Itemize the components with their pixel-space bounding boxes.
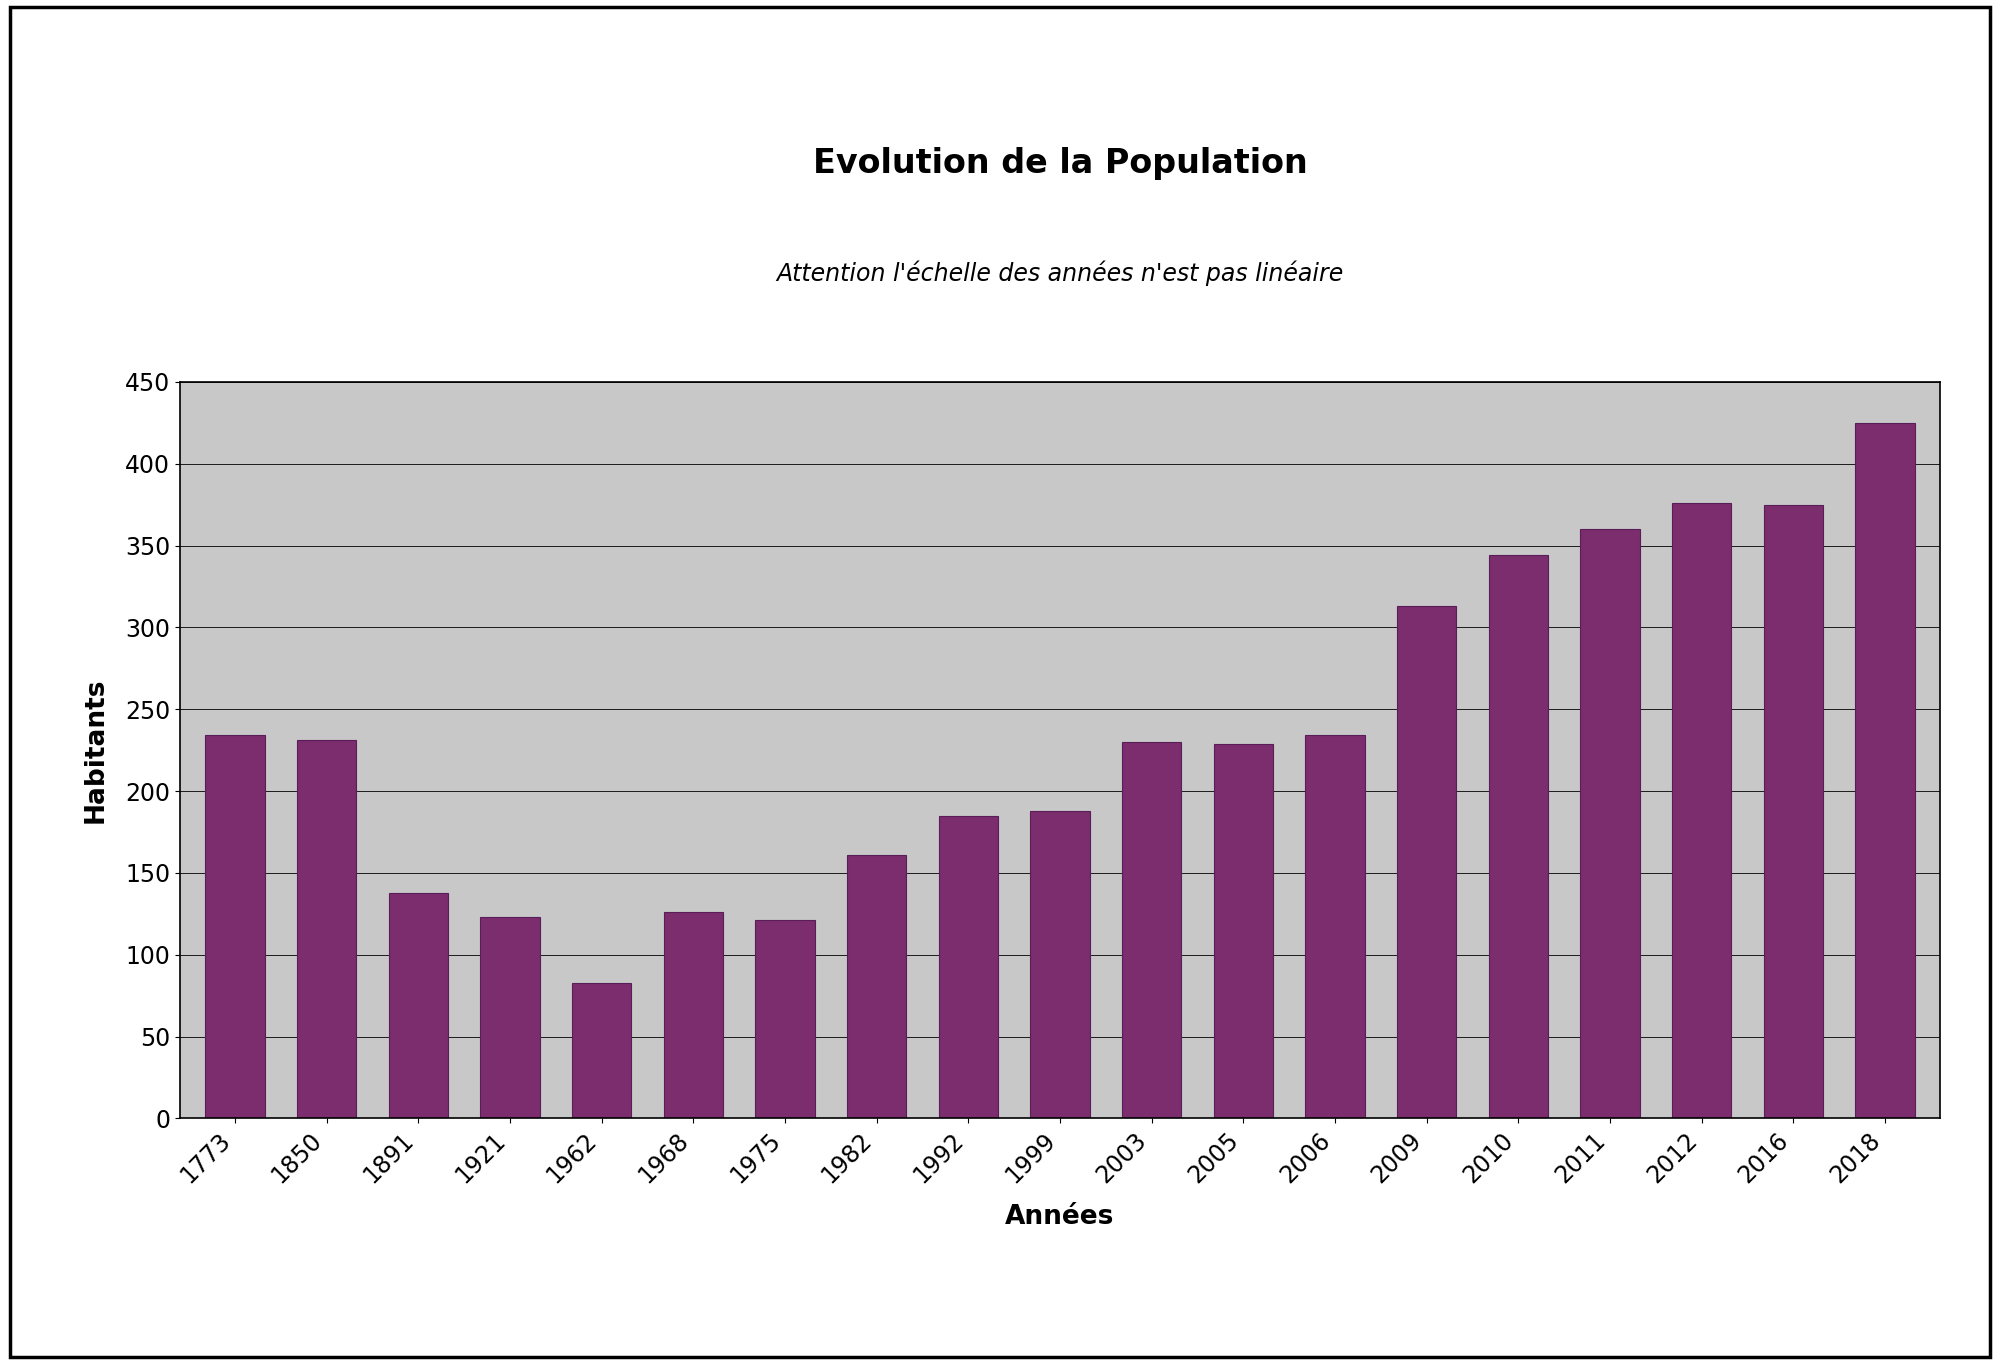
- Bar: [664, 913, 724, 1118]
- Bar: [938, 816, 998, 1118]
- Y-axis label: Habitants: Habitants: [82, 678, 108, 822]
- Text: Attention l'échelle des années n'est pas linéaire: Attention l'échelle des années n'est pas…: [776, 261, 1344, 285]
- Bar: [1306, 735, 1364, 1118]
- X-axis label: Années: Années: [1006, 1204, 1114, 1230]
- Text: Evolution de la Population: Evolution de la Population: [812, 147, 1308, 180]
- Bar: [1488, 555, 1548, 1118]
- Bar: [756, 921, 814, 1118]
- Bar: [846, 855, 906, 1118]
- Bar: [206, 735, 264, 1118]
- Bar: [572, 982, 632, 1118]
- Bar: [1122, 742, 1182, 1118]
- Bar: [1030, 810, 1090, 1118]
- Bar: [388, 892, 448, 1118]
- Bar: [1672, 503, 1732, 1118]
- Bar: [1214, 743, 1274, 1118]
- Bar: [1764, 505, 1824, 1118]
- Bar: [480, 917, 540, 1118]
- Bar: [1396, 606, 1456, 1118]
- Bar: [296, 741, 356, 1118]
- Bar: [1580, 529, 1640, 1118]
- Bar: [1856, 423, 1914, 1118]
